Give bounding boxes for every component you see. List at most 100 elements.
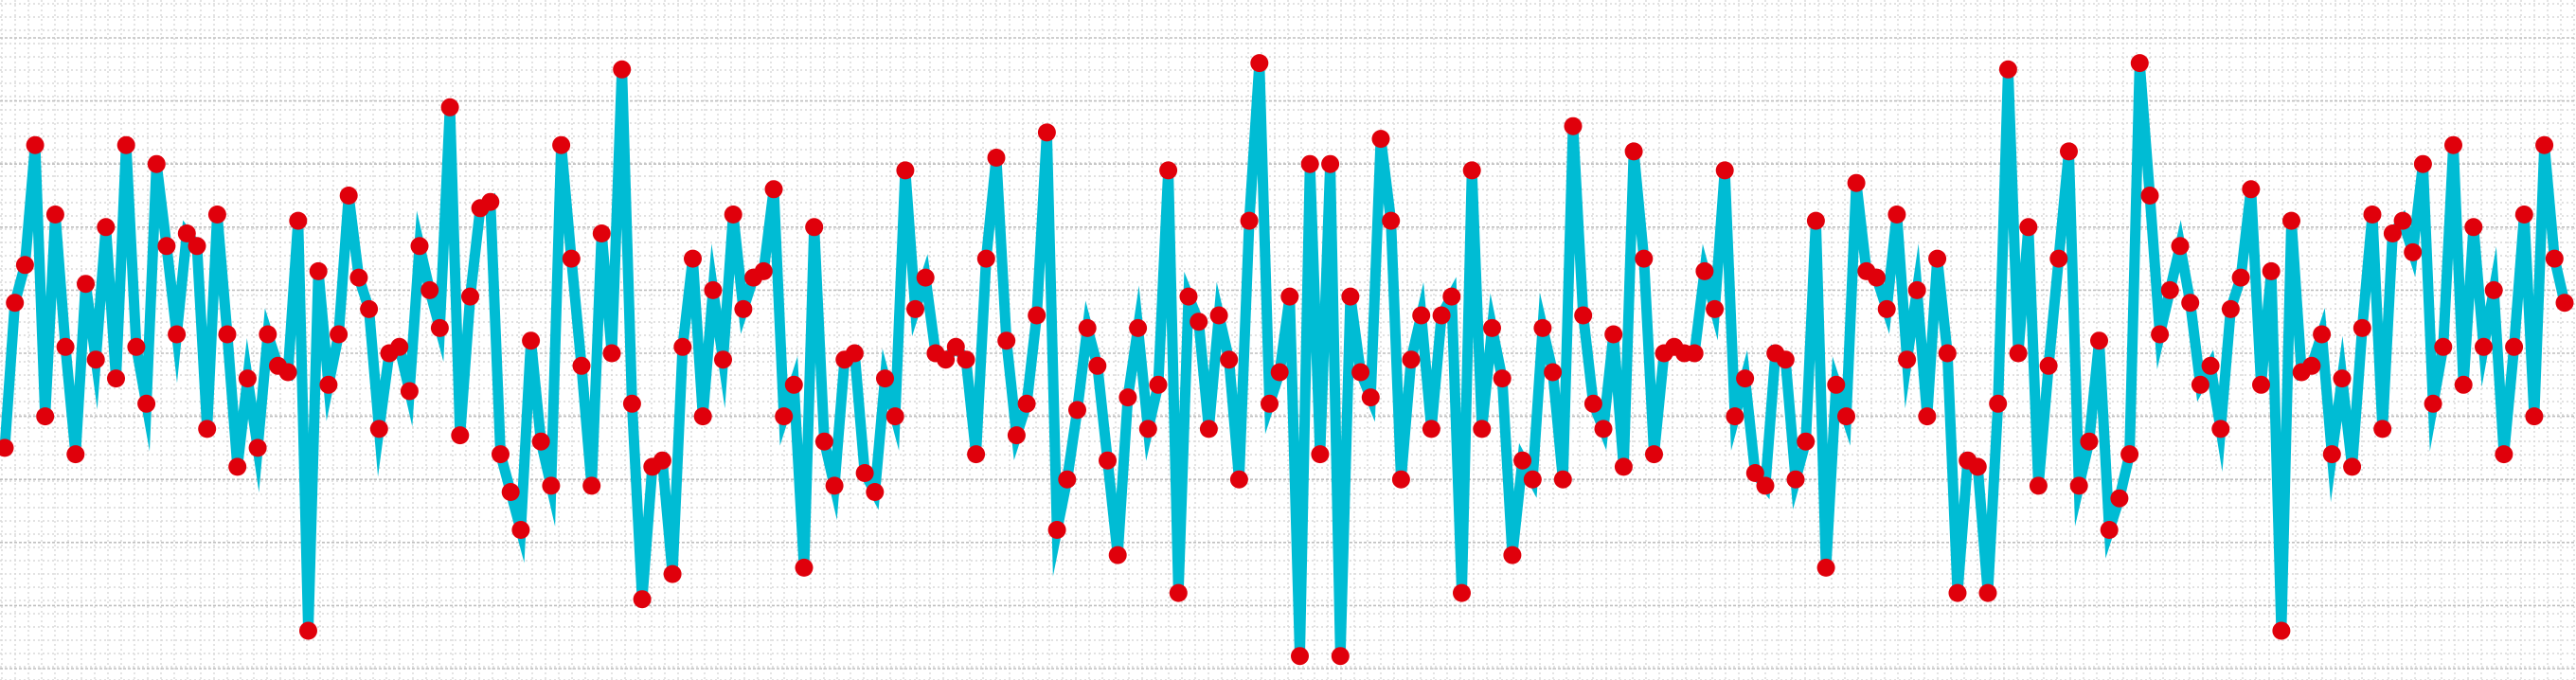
data-point bbox=[97, 218, 116, 237]
data-point bbox=[228, 457, 247, 476]
data-point bbox=[2039, 356, 2058, 375]
data-point bbox=[1786, 470, 1805, 489]
data-point bbox=[1361, 388, 1380, 407]
data-point bbox=[684, 249, 702, 268]
data-point bbox=[1108, 546, 1127, 564]
data-point bbox=[2272, 621, 2291, 640]
data-point bbox=[147, 154, 166, 173]
data-point bbox=[1827, 375, 1846, 394]
data-point bbox=[1695, 261, 1714, 280]
data-point bbox=[2352, 318, 2371, 337]
data-point bbox=[1726, 407, 1744, 426]
data-point bbox=[461, 287, 479, 306]
data-point bbox=[1047, 521, 1066, 539]
data-point bbox=[1432, 306, 1451, 325]
data-point bbox=[1938, 344, 1957, 363]
data-point bbox=[1078, 318, 1097, 337]
data-point bbox=[592, 224, 611, 242]
data-point bbox=[481, 192, 500, 211]
data-point bbox=[2211, 420, 2230, 438]
data-point bbox=[1129, 318, 1148, 337]
data-point bbox=[259, 325, 277, 344]
data-point bbox=[440, 98, 459, 116]
data-point bbox=[2262, 261, 2281, 280]
data-series bbox=[0, 54, 2574, 666]
data-point bbox=[937, 350, 956, 369]
data-point bbox=[1523, 470, 1542, 489]
data-point bbox=[1462, 161, 1481, 180]
data-point bbox=[1574, 306, 1593, 325]
data-point bbox=[1209, 306, 1228, 325]
data-point bbox=[653, 451, 671, 470]
data-point bbox=[2424, 394, 2442, 413]
data-point bbox=[613, 60, 632, 79]
data-point bbox=[1745, 464, 1764, 482]
data-point bbox=[542, 476, 561, 495]
data-point bbox=[2404, 242, 2423, 261]
data-point bbox=[36, 407, 55, 426]
data-point bbox=[299, 621, 317, 640]
data-point bbox=[400, 382, 419, 401]
data-point bbox=[562, 249, 581, 268]
data-point bbox=[673, 337, 692, 356]
data-point bbox=[1220, 350, 1239, 369]
data-point bbox=[805, 218, 824, 237]
data-point bbox=[1371, 130, 1390, 149]
data-point bbox=[1493, 369, 1512, 388]
data-point bbox=[1199, 420, 1218, 438]
data-point bbox=[1513, 451, 1532, 470]
data-point bbox=[15, 256, 34, 275]
data-point bbox=[734, 299, 753, 318]
data-point bbox=[764, 180, 783, 199]
data-point bbox=[218, 325, 237, 344]
data-point bbox=[1907, 280, 1926, 299]
data-point bbox=[1159, 161, 1178, 180]
data-point bbox=[1028, 306, 1046, 325]
data-point bbox=[1179, 287, 1198, 306]
data-point bbox=[1169, 583, 1188, 602]
data-point bbox=[107, 369, 125, 388]
data-point bbox=[339, 187, 358, 205]
data-point bbox=[1017, 394, 1036, 413]
data-point bbox=[1007, 426, 1026, 445]
data-point bbox=[582, 476, 601, 495]
data-point bbox=[1382, 211, 1401, 230]
data-point bbox=[1473, 420, 1492, 438]
data-point bbox=[1645, 445, 1663, 464]
data-point bbox=[2120, 445, 2139, 464]
data-point bbox=[2393, 211, 2412, 230]
data-point bbox=[2535, 135, 2554, 154]
data-point bbox=[1978, 583, 1997, 602]
data-point bbox=[0, 438, 14, 457]
data-point bbox=[2495, 445, 2513, 464]
data-point bbox=[26, 135, 45, 154]
data-point bbox=[633, 590, 652, 609]
data-point bbox=[410, 237, 429, 256]
data-point bbox=[511, 521, 530, 539]
data-point bbox=[2383, 224, 2402, 242]
data-point bbox=[2191, 375, 2209, 394]
data-point bbox=[451, 426, 470, 445]
data-point bbox=[1989, 394, 2008, 413]
data-point bbox=[1088, 356, 1107, 375]
data-point bbox=[137, 394, 156, 413]
data-point bbox=[2151, 325, 2170, 344]
data-point bbox=[309, 261, 328, 280]
data-point bbox=[1503, 546, 1522, 564]
data-point bbox=[1533, 318, 1552, 337]
data-point bbox=[2140, 187, 2159, 205]
data-point bbox=[1280, 287, 1299, 306]
data-point bbox=[1483, 318, 1501, 337]
data-point bbox=[1453, 583, 1471, 602]
data-point bbox=[116, 135, 135, 154]
data-point bbox=[1311, 445, 1330, 464]
data-point bbox=[330, 325, 349, 344]
data-point bbox=[420, 280, 439, 299]
data-point bbox=[2090, 331, 2108, 350]
data-point bbox=[2475, 337, 2493, 356]
data-point bbox=[1331, 647, 1350, 666]
data-point bbox=[1118, 388, 1137, 407]
data-point bbox=[86, 350, 105, 369]
data-point bbox=[876, 369, 894, 388]
data-point bbox=[1291, 647, 1309, 666]
